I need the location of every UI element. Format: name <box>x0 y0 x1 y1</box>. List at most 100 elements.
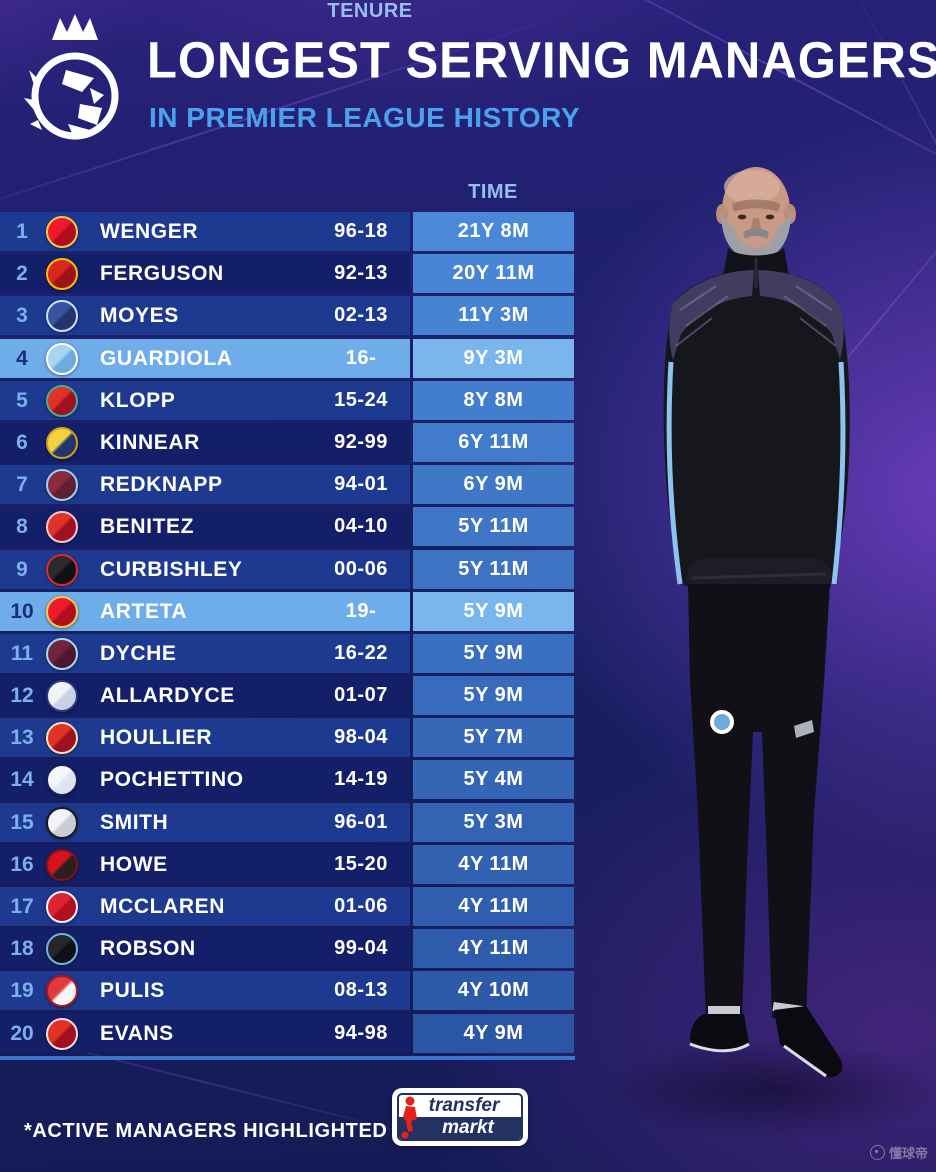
arsenal-crest-icon <box>46 595 78 628</box>
time-value: 11Y 3M <box>458 304 529 327</box>
rank-label: 13 <box>10 726 34 750</box>
time-cell: 6Y 11M <box>413 422 574 462</box>
manchester-city-crest-icon <box>46 342 78 375</box>
manager-cell: 12 ALLARDYCE 01-07 <box>0 676 410 716</box>
table-row: 8 BENITEZ 04-10 5Y 11M <box>0 507 575 547</box>
manager-cell: 2 FERGUSON 92-13 <box>0 254 410 294</box>
manager-cell: 11 DYCHE 16-22 <box>0 633 410 673</box>
tenure-value: 19- <box>345 599 377 622</box>
table-row: 6 KINNEAR 92-99 6Y 11M <box>0 422 575 462</box>
table-row: 1 WENGER 96-18 21Y 8M <box>0 212 575 251</box>
rank-label: 16 <box>10 852 34 876</box>
burnley-crest-icon <box>46 637 78 670</box>
time-value: 4Y 9M <box>463 1021 524 1044</box>
charlton-athletic-crest-icon <box>46 553 78 586</box>
table-row: 13 HOULLIER 98-04 5Y 7M <box>0 718 575 758</box>
manager-name: FERGUSON <box>100 262 224 286</box>
rank-label: 8 <box>16 515 28 539</box>
rank-label: 5 <box>16 388 28 412</box>
table-row: 12 ALLARDYCE 01-07 5Y 9M <box>0 676 575 716</box>
time-cell: 4Y 11M <box>413 929 574 969</box>
tenure-value: 01-07 <box>334 684 388 707</box>
tenure-value: 96-01 <box>334 810 388 833</box>
transfermarkt-logo-box: transfer markt <box>397 1093 523 1141</box>
arsenal-crest-icon <box>46 216 78 248</box>
table-row: 14 POCHETTINO 14-19 5Y 4M <box>0 760 575 800</box>
time-cell: 5Y 9M <box>413 633 574 673</box>
time-value: 21Y 8M <box>457 220 530 242</box>
table-row: 9 CURBISHLEY 00-06 5Y 11M <box>0 549 575 589</box>
rank-label: 4 <box>16 346 28 370</box>
time-value: 5Y 3M <box>463 810 524 833</box>
rank-label: 20 <box>10 1021 34 1045</box>
column-header-tenure: TENURE <box>327 0 413 22</box>
tenure-value: 15-20 <box>334 852 388 875</box>
time-cell: 8Y 8M <box>413 380 574 420</box>
rank-label: 2 <box>16 262 28 286</box>
table-row: 16 HOWE 15-20 4Y 11M <box>0 844 575 884</box>
tenure-value: 16- <box>345 346 377 369</box>
manager-cell: 13 HOULLIER 98-04 <box>0 718 410 758</box>
time-cell: 4Y 11M <box>413 844 574 884</box>
manager-name: MOYES <box>100 304 179 328</box>
table-row: 10 ARTETA 19- 5Y 9M <box>0 591 575 631</box>
manager-name: ROBSON <box>100 937 196 961</box>
manager-name: ARTETA <box>100 599 188 623</box>
time-value: 4Y 11M <box>458 852 529 875</box>
page-subtitle: IN PREMIER LEAGUE HISTORY <box>149 102 580 133</box>
tenure-value: 98-04 <box>334 726 388 749</box>
rank-label: 14 <box>10 768 34 792</box>
rank-label: 17 <box>10 895 34 918</box>
table-underline <box>0 1056 575 1060</box>
rank-label: 7 <box>16 473 28 497</box>
table-row: 3 MOYES 02-13 11Y 3M <box>0 296 575 336</box>
tenure-value: 02-13 <box>334 304 388 327</box>
watermark-text: 懂球帝 <box>889 1146 929 1161</box>
rank-label: 3 <box>16 304 28 328</box>
west-ham-united-crest-icon <box>46 469 78 502</box>
transfermarkt-logo-top-text: transfer <box>428 1095 500 1116</box>
tenure-value: 00-06 <box>334 557 388 580</box>
manager-cell: 4 GUARDIOLA 16- <box>0 338 410 378</box>
column-header-time: TIME <box>468 181 518 203</box>
time-cell: 5Y 9M <box>413 591 574 631</box>
rank-label: 10 <box>10 599 34 623</box>
time-value: 4Y 11M <box>458 937 529 960</box>
time-value: 4Y 11M <box>458 895 529 917</box>
time-value: 5Y 11M <box>458 515 529 538</box>
manager-cell: 1 WENGER 96-18 <box>0 212 410 251</box>
managers-table: 1 WENGER 96-18 21Y 8M 2 FERGUSON 92-13 20Y 11M 3… <box>0 212 575 1056</box>
tenure-value: 92-13 <box>334 262 388 285</box>
page-title: LONGEST SERVING MANAGERS <box>147 32 936 90</box>
manager-cell: 17 MCCLAREN 01-06 <box>0 887 410 926</box>
time-cell: 20Y 11M <box>413 254 574 294</box>
time-value: 20Y 11M <box>452 262 535 285</box>
everton-crest-icon <box>46 300 78 333</box>
time-cell: 9Y 3M <box>413 338 574 378</box>
time-cell: 5Y 11M <box>413 507 574 547</box>
tottenham-hotspur-crest-icon <box>46 764 78 797</box>
time-value: 5Y 9M <box>463 641 524 664</box>
liverpool-crest-icon <box>46 1017 78 1050</box>
time-cell: 21Y 8M <box>413 212 574 251</box>
tenure-value: 94-01 <box>334 473 388 496</box>
manager-cell: 9 CURBISHLEY 00-06 <box>0 549 410 589</box>
rank-label: 15 <box>10 810 34 834</box>
manager-name: POCHETTINO <box>100 768 244 792</box>
manager-cell: 7 REDKNAPP 94-01 <box>0 465 410 505</box>
manager-cell: 8 BENITEZ 04-10 <box>0 507 410 547</box>
time-cell: 5Y 3M <box>413 802 574 842</box>
time-cell: 4Y 11M <box>413 887 574 926</box>
time-value: 6Y 11M <box>458 430 529 453</box>
manager-cell: 15 SMITH 96-01 <box>0 802 410 842</box>
time-cell: 6Y 9M <box>413 465 574 505</box>
tenure-value: 94-98 <box>334 1021 388 1044</box>
time-value: 8Y 8M <box>463 388 524 411</box>
liverpool-crest-icon <box>46 384 78 417</box>
liverpool-crest-icon <box>46 722 78 755</box>
guardiola-photo <box>596 167 936 1140</box>
time-value: 9Y 3M <box>463 346 524 369</box>
time-cell: 4Y 9M <box>413 1013 574 1053</box>
tenure-value: 96-18 <box>334 220 388 242</box>
time-value: 5Y 7M <box>463 726 524 749</box>
